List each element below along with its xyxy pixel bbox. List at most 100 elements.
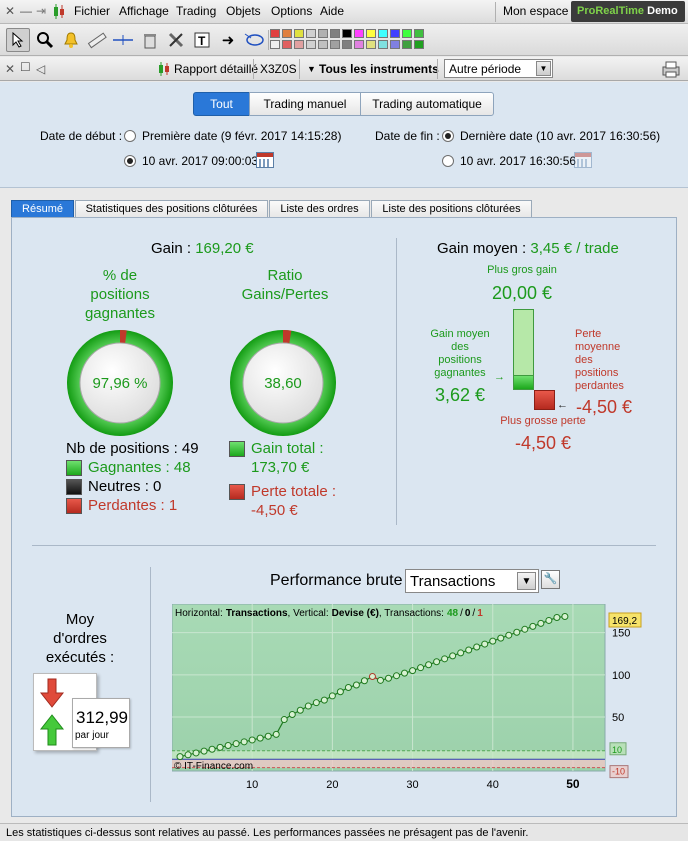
color-swatch[interactable] — [306, 40, 316, 49]
report-tabs: Résumé Statistiques des positions clôtur… — [0, 196, 688, 218]
segment-automatic[interactable]: Trading automatique — [360, 92, 494, 116]
label-line: positions — [438, 354, 482, 366]
minimize-icon[interactable]: — — [20, 4, 32, 18]
color-swatch[interactable] — [354, 29, 364, 38]
color-swatch[interactable] — [378, 40, 388, 49]
color-swatch[interactable] — [366, 40, 376, 49]
menu-options[interactable]: Options — [271, 4, 313, 18]
start-first-radio[interactable] — [124, 130, 136, 142]
end-custom-radio[interactable] — [442, 155, 454, 167]
menu-trading[interactable]: Trading — [176, 4, 217, 18]
print-icon[interactable] — [661, 60, 681, 78]
divider — [150, 567, 151, 802]
winning-pct-title: % de positions gagnantes — [70, 266, 170, 323]
end-last-radio[interactable] — [442, 130, 454, 142]
color-swatch[interactable] — [282, 40, 292, 49]
color-swatch[interactable] — [270, 40, 280, 49]
maximize-icon[interactable]: ☐ — [20, 60, 31, 74]
tab-summary[interactable]: Résumé — [11, 200, 74, 218]
avg-gain-value: 3,45 € / trade — [530, 240, 619, 257]
close-icon[interactable]: ✕ — [5, 62, 16, 76]
instruments-dropdown[interactable]: Tous les instruments — [319, 62, 439, 76]
color-swatch[interactable] — [270, 29, 280, 38]
segment-all[interactable]: Tout — [193, 92, 250, 116]
worst-loss-value: -4,50 € — [514, 433, 572, 453]
color-swatch[interactable] — [354, 40, 364, 49]
data-point — [360, 677, 368, 685]
color-swatch[interactable] — [414, 29, 424, 38]
chart-header-loss: 1 — [477, 608, 483, 619]
color-swatch[interactable] — [318, 40, 328, 49]
data-point — [465, 646, 473, 654]
watermark: © IT-Finance.com — [174, 761, 253, 772]
arrow-icon[interactable]: ➜ — [221, 32, 235, 49]
color-swatch[interactable] — [318, 29, 328, 38]
chart-header-label: , Vertical: — [288, 608, 329, 619]
color-swatch[interactable] — [366, 29, 376, 38]
lasso-icon[interactable] — [242, 28, 266, 52]
start-custom-radio[interactable] — [124, 155, 136, 167]
settings-wrench-icon[interactable]: 🔧 — [541, 570, 560, 589]
menu-objets[interactable]: Objets — [226, 4, 261, 18]
tab-orders[interactable]: Liste des ordres — [269, 200, 370, 218]
ratio-value: 38,60 — [264, 375, 302, 392]
trash-icon[interactable] — [138, 28, 162, 52]
axis-mode-select[interactable]: Transactions ▼ — [405, 569, 539, 593]
period-value: Autre période — [449, 62, 522, 76]
period-select[interactable]: Autre période ▼ — [444, 59, 553, 78]
menu-affichage[interactable]: Affichage — [119, 4, 169, 18]
my-space-link[interactable]: Mon espace — [503, 4, 569, 18]
color-swatch[interactable] — [402, 40, 412, 49]
gain-total-value: 173,70 € — [251, 459, 310, 476]
band-upper-badge — [609, 742, 627, 756]
menu-aide[interactable]: Aide — [320, 4, 345, 18]
chart-header-value: Transactions — [226, 608, 288, 619]
menu-fichier[interactable]: Fichier — [74, 4, 111, 18]
color-swatch[interactable] — [342, 40, 352, 49]
chevron-down-icon[interactable]: ▼ — [536, 61, 551, 76]
chart-header-value: Devise (€) — [332, 608, 379, 619]
tools-icon[interactable] — [164, 28, 188, 52]
color-swatch[interactable] — [282, 29, 292, 38]
color-swatch[interactable] — [330, 40, 340, 49]
pin-icon[interactable]: ⇥ — [36, 4, 47, 18]
color-swatch[interactable] — [306, 29, 316, 38]
legend-swatch-loss-total — [229, 484, 245, 500]
pointer-icon[interactable] — [6, 28, 30, 52]
chevron-down-icon[interactable]: ▼ — [517, 572, 536, 590]
text-icon[interactable]: T — [190, 28, 214, 52]
segment-manual[interactable]: Trading manuel — [249, 92, 361, 116]
color-swatch[interactable] — [294, 29, 304, 38]
color-swatch[interactable] — [414, 40, 424, 49]
alert-bell-icon[interactable] — [59, 28, 83, 52]
data-point — [176, 753, 184, 761]
ratio-title: Ratio Gains/Pertes — [230, 266, 340, 304]
color-swatch[interactable] — [342, 29, 352, 38]
tab-closed-position-stats[interactable]: Statistiques des positions clôturées — [75, 200, 268, 218]
ruler-icon[interactable] — [85, 28, 109, 52]
data-point — [497, 634, 505, 642]
color-swatch[interactable] — [330, 29, 340, 38]
divider — [396, 238, 397, 525]
tab-closed-positions[interactable]: Liste des positions clôturées — [371, 200, 532, 218]
color-swatch[interactable] — [402, 29, 412, 38]
legend-swatch-losing — [66, 498, 82, 514]
color-swatch[interactable] — [378, 29, 388, 38]
equity-series — [176, 612, 569, 761]
crosshair-icon[interactable] — [111, 28, 135, 52]
color-swatch[interactable] — [294, 40, 304, 49]
color-swatch[interactable] — [390, 40, 400, 49]
color-swatch[interactable] — [390, 29, 400, 38]
data-point — [505, 631, 513, 639]
calendar-icon[interactable] — [574, 152, 592, 168]
close-icon[interactable]: ✕ — [5, 4, 16, 18]
data-point — [473, 643, 481, 651]
data-point — [376, 676, 384, 684]
gain-value: 169,20 € — [195, 240, 254, 257]
title-line: % de — [102, 267, 138, 284]
collapse-icon[interactable]: ◁ — [36, 62, 46, 76]
chevron-down-icon[interactable]: ▼ — [307, 64, 316, 74]
zoom-icon[interactable] — [33, 28, 57, 52]
avg-loss-label: Perte moyenne des positions perdantes — [575, 328, 635, 393]
calendar-icon[interactable] — [256, 152, 274, 168]
